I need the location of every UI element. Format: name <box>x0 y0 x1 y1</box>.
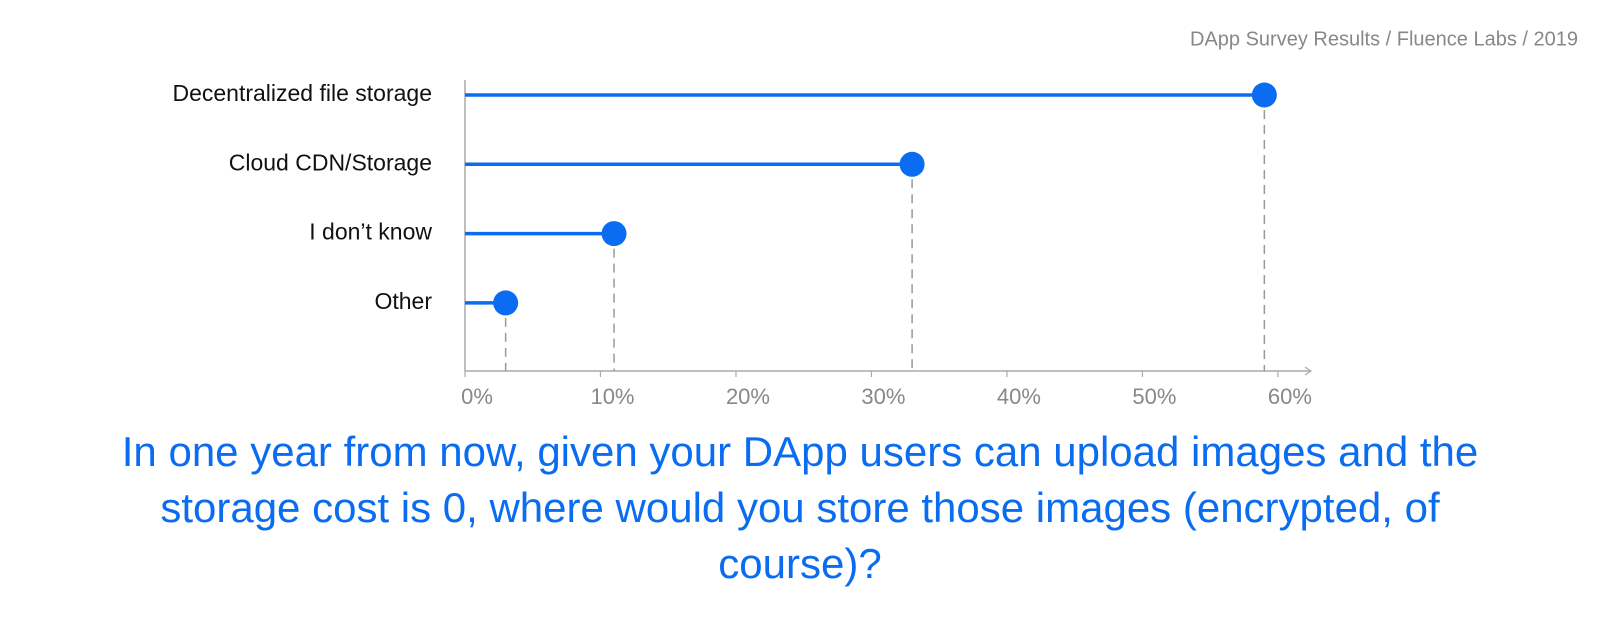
dot <box>601 221 627 247</box>
category-label: I don’t know <box>309 219 432 245</box>
x-tick-label: 0% <box>461 384 493 409</box>
x-tick-label: 40% <box>997 384 1041 409</box>
category-label: Other <box>374 288 432 314</box>
dot <box>1251 82 1277 108</box>
x-tick-label: 60% <box>1268 384 1312 409</box>
x-tick-label: 50% <box>1132 384 1176 409</box>
x-tick-label: 30% <box>861 384 905 409</box>
dot <box>493 290 519 316</box>
axis-arrow <box>1304 366 1313 376</box>
dot <box>899 151 925 177</box>
x-tick-label: 10% <box>590 384 634 409</box>
category-label: Cloud CDN/Storage <box>229 149 432 175</box>
source: DApp Survey Results / Fluence Labs / 201… <box>1190 28 1578 50</box>
chart-title: In one year from now, given your DApp us… <box>121 428 1479 587</box>
category-label: Decentralized file storage <box>172 80 432 106</box>
x-tick-label: 20% <box>726 384 770 409</box>
